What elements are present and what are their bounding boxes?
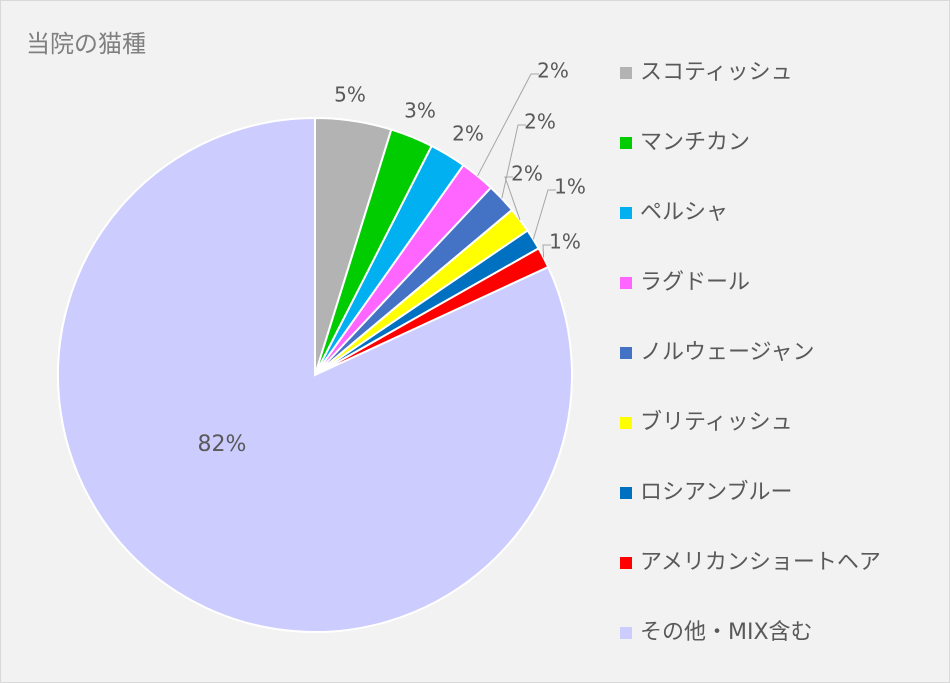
leader-line <box>532 189 556 240</box>
data-label: 2% <box>524 110 556 134</box>
legend-label: アメリカンショートヘア <box>640 550 881 575</box>
legend-swatch <box>620 557 632 569</box>
legend-label: ノルウェージャン <box>640 340 814 365</box>
legend-swatch <box>620 277 632 289</box>
legend-swatch <box>620 207 632 219</box>
data-label: 1% <box>549 230 581 254</box>
data-label: 82% <box>198 432 247 457</box>
leader-line <box>542 244 551 258</box>
legend-label: ロシアンブルー <box>640 480 792 505</box>
legend-swatch <box>620 627 632 639</box>
data-label: 2% <box>511 162 543 186</box>
data-label: 5% <box>334 83 366 107</box>
pie-slice <box>57 116 573 633</box>
leader-line <box>501 124 526 199</box>
data-label: 2% <box>537 59 569 83</box>
legend-label: その他・MIX含む <box>640 620 813 645</box>
legend-label: ブリティッシュ <box>640 410 793 435</box>
legend-label: スコティッシュ <box>640 60 793 85</box>
legend-swatch <box>620 137 632 149</box>
data-label: 1% <box>554 175 586 199</box>
leader-line <box>504 176 521 221</box>
data-label: 2% <box>452 122 484 146</box>
leader-line <box>477 73 539 177</box>
legend-swatch <box>620 417 632 429</box>
data-label: 3% <box>404 99 436 123</box>
legend-label: ペルシャ <box>640 200 728 225</box>
legend-swatch <box>620 67 632 79</box>
legend-swatch <box>620 347 632 359</box>
legend-label: マンチカン <box>640 130 750 155</box>
chart-title: 当院の猫種 <box>26 30 146 58</box>
legend-label: ラグドール <box>640 270 750 295</box>
legend-swatch <box>620 487 632 499</box>
